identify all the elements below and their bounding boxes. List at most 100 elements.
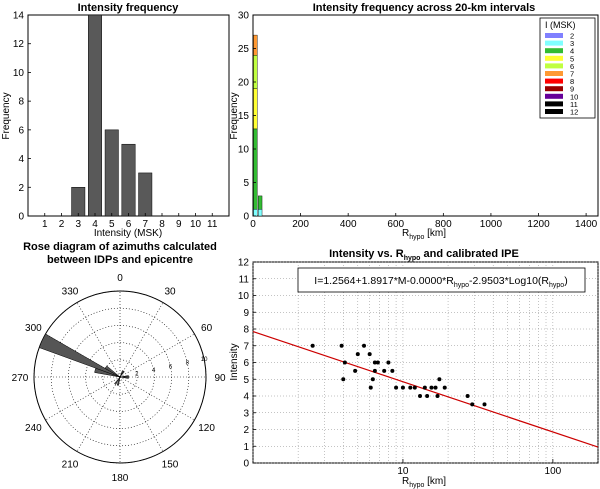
stacked-y-tick-label: 25: [238, 44, 250, 55]
legend-swatch-10: [545, 93, 563, 99]
histogram-x-tick-label: 9: [176, 219, 182, 230]
stacked-y-tick-label: 15: [238, 111, 250, 122]
ipe-x-tick-label: 100: [545, 466, 562, 477]
legend-label-2: 2: [570, 32, 574, 41]
histogram-x-tick-label: 5: [109, 219, 115, 230]
rose-spoke: [76, 302, 121, 378]
ipe-y-tick-label: 6: [243, 358, 249, 369]
histogram-x-tick-label: 10: [190, 219, 202, 230]
stacked-x-tick-label: 1400: [575, 219, 598, 230]
rose-radial-label: 10: [201, 357, 208, 363]
ipe-data-point: [382, 368, 387, 373]
histogram-y-label: Frequency: [1, 92, 12, 139]
rose-petal-95: [119, 376, 129, 379]
rose-panel: Rose diagram of azimuths calculated betw…: [12, 241, 226, 484]
histogram-y-tick-label: 14: [13, 11, 25, 22]
rose-radial-label: 2: [135, 371, 139, 377]
rose-spoke: [76, 376, 121, 452]
ipe-data-point: [400, 385, 405, 390]
rose-petal-195: [116, 376, 121, 386]
rose-title-line-2: between IDPs and epicentre: [47, 254, 193, 266]
stacked-x-tick-label: 1200: [527, 219, 550, 230]
rose-spoke: [119, 333, 195, 378]
legend-swatch-6: [545, 63, 563, 69]
rose-petal-295: [38, 333, 121, 378]
rose-angle-label: 150: [162, 460, 179, 471]
histogram-bar-6: [121, 143, 136, 217]
ipe-y-tick-label: 3: [243, 408, 249, 419]
legend-swatch-4: [545, 48, 563, 54]
ipe-data-point: [425, 394, 430, 398]
legend-label-5: 5: [570, 54, 574, 63]
histogram-y-tick-label: 8: [18, 97, 24, 108]
ipe-y-tick-label: 5: [243, 375, 249, 386]
rose-ring: [85, 342, 155, 412]
legend-swatch-11: [545, 101, 563, 107]
stacked-segment-6: [253, 55, 258, 89]
ipe-data-point: [435, 394, 440, 398]
ipe-data-point: [370, 377, 375, 382]
rose-angle-label: 330: [62, 286, 79, 297]
rose-angle-label: 30: [164, 286, 176, 297]
ipe-data-point: [418, 394, 423, 398]
ipe-y-tick-label: 7: [243, 341, 249, 352]
rose-angle-label: 270: [12, 373, 29, 384]
stacked-y-label: Frequency: [229, 92, 240, 139]
ipe-data-point: [353, 368, 358, 373]
histogram-panel: Intensity frequency 1 2 3 4 5 6 7 8 9 10 11 024681…: [1, 2, 230, 239]
ipe-y-tick-label: 2: [243, 425, 249, 436]
rose-angle-label: 120: [198, 423, 215, 434]
ipe-y-tick-label: 0: [243, 459, 249, 470]
stacked-x-tick-label: 600: [387, 219, 404, 230]
histogram-bar-4: [88, 14, 102, 217]
stacked-y-tick-label: 20: [238, 78, 250, 89]
legend-label-4: 4: [570, 47, 574, 56]
ipe-data-point: [372, 360, 377, 365]
stacked-panel: Intensity frequency across 20-km interva…: [229, 2, 599, 241]
ipe-data-point: [368, 385, 373, 390]
rose-petal-305: [104, 365, 121, 378]
histogram-x-tick-label: 8: [159, 219, 165, 230]
ipe-y-tick-label: 1: [243, 442, 249, 453]
rose-petal-215: [114, 376, 121, 385]
ipe-data-point: [390, 368, 395, 373]
legend-label-3: 3: [570, 39, 574, 48]
rose-spoke: [119, 376, 195, 421]
histogram-x-tick-label: 2: [59, 219, 65, 230]
stacked-title: Intensity frequency across 20-km interva…: [313, 2, 536, 14]
histogram-y-tick-label: 4: [18, 154, 24, 165]
legend-swatch-2: [545, 33, 563, 38]
histogram-bar-5: [104, 129, 119, 217]
ipe-title: Intensity vs. Rhypo and calibrated IPE: [329, 248, 519, 262]
histogram-x-tick-label: 7: [142, 219, 148, 230]
stacked-y-tick-label: 30: [238, 11, 250, 22]
ipe-panel: Intensity vs. Rhypo and calibrated IPE 0…: [229, 248, 599, 489]
rose-angle-label: 90: [214, 373, 226, 384]
histogram-bar-3: [71, 187, 86, 217]
stacked-x-tick-label: 0: [250, 219, 256, 230]
rose-title-line-1: Rose diagram of azimuths calculated: [23, 241, 217, 253]
ipe-data-point: [412, 385, 417, 390]
ipe-data-point: [341, 377, 346, 382]
legend-swatch-5: [545, 55, 563, 61]
ipe-data-point: [465, 394, 470, 398]
legend-label-10: 10: [570, 92, 578, 101]
ipe-data-point: [375, 360, 380, 365]
ipe-data-point: [442, 385, 447, 390]
ipe-data-point: [429, 385, 434, 390]
ipe-y-tick-label: 10: [238, 291, 250, 302]
rose-ring: [33, 290, 207, 464]
histogram-y-tick-label: 6: [18, 125, 24, 136]
ipe-data-point: [310, 343, 315, 348]
histogram-y-tick-label: 0: [18, 212, 24, 223]
ipe-data-point: [394, 385, 399, 390]
stacked-y-tick-label: 0: [243, 212, 249, 223]
stacked-x-tick-label: 800: [435, 219, 452, 230]
rose-ring: [102, 359, 138, 395]
ipe-data-point: [470, 402, 475, 407]
legend-swatch-7: [545, 71, 563, 76]
equation-box: [297, 267, 586, 293]
ipe-y-label: Intensity: [229, 343, 240, 380]
legend-label-12: 12: [570, 108, 578, 117]
